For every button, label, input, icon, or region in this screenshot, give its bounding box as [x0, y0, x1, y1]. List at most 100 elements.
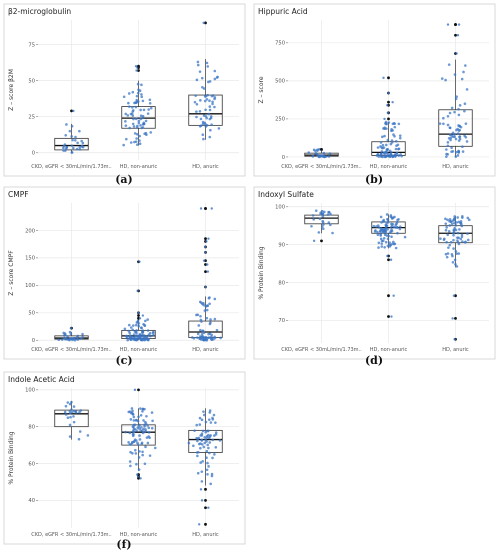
data-point — [384, 225, 388, 229]
data-point — [392, 242, 396, 246]
data-point — [195, 78, 199, 82]
data-point — [448, 243, 452, 247]
data-point — [130, 407, 134, 410]
data-point — [379, 153, 383, 156]
data-point — [380, 150, 384, 153]
data-point — [135, 429, 138, 432]
outlier-point — [70, 109, 73, 113]
data-point — [202, 137, 205, 141]
data-point — [403, 235, 407, 239]
data-point — [452, 229, 456, 232]
data-point — [392, 225, 396, 229]
data-point — [141, 410, 144, 413]
data-point — [205, 240, 208, 243]
y-tick-label: 0 — [282, 155, 285, 161]
data-point — [382, 228, 386, 232]
data-point — [444, 222, 448, 225]
data-point — [448, 126, 452, 130]
data-point — [136, 91, 140, 95]
data-point — [458, 135, 461, 139]
data-point — [138, 317, 142, 320]
data-point — [444, 78, 447, 82]
data-point — [387, 121, 391, 124]
data-point — [129, 464, 132, 468]
data-point — [203, 441, 207, 445]
data-point — [139, 407, 142, 410]
data-point — [202, 21, 205, 25]
outlier-point — [387, 100, 390, 104]
data-point — [398, 136, 402, 140]
data-point — [202, 87, 206, 90]
data-point — [213, 297, 217, 301]
data-point — [137, 415, 140, 419]
data-point — [135, 143, 139, 146]
data-point — [214, 421, 217, 424]
data-point — [385, 150, 388, 154]
chart-panel-4: Indoxyl Sulfate % Protein Binding 70 80 90 10… — [253, 186, 496, 360]
data-point — [384, 229, 388, 233]
data-point — [448, 111, 452, 115]
data-point — [72, 109, 75, 113]
outlier-point — [387, 315, 390, 318]
data-point — [195, 115, 198, 119]
data-point — [141, 337, 144, 340]
data-point — [453, 338, 456, 341]
data-point — [397, 147, 400, 151]
outlier-point — [204, 263, 207, 266]
panel-title: β2-microglobulin — [8, 7, 71, 16]
x-category-label: HD, anuric — [192, 532, 219, 538]
data-point — [383, 233, 387, 237]
data-point — [310, 224, 313, 228]
data-point — [396, 231, 399, 235]
data-point — [149, 131, 153, 134]
data-point — [316, 153, 319, 157]
data-point — [137, 468, 141, 471]
data-point — [448, 133, 452, 137]
data-point — [317, 148, 320, 151]
data-point — [385, 154, 388, 158]
data-point — [381, 143, 385, 147]
data-point — [152, 333, 155, 337]
data-point — [456, 132, 460, 135]
data-point — [206, 65, 210, 68]
data-point — [72, 420, 76, 424]
data-point — [386, 111, 390, 115]
data-point — [386, 152, 390, 156]
data-point — [132, 117, 135, 121]
box-iqr — [438, 109, 473, 147]
data-point — [135, 132, 139, 136]
data-point — [454, 150, 458, 154]
x-category-label: HD, non-anuric — [370, 164, 408, 170]
data-point — [146, 424, 149, 427]
data-point — [377, 246, 380, 249]
data-point — [455, 252, 459, 256]
data-point — [141, 314, 145, 317]
data-point — [144, 445, 147, 449]
data-point — [451, 150, 455, 153]
data-point — [394, 246, 398, 250]
data-point — [196, 313, 200, 317]
data-point — [391, 122, 395, 126]
panel-label: (f) — [116, 538, 131, 550]
data-point — [70, 410, 74, 414]
data-point — [197, 324, 201, 327]
data-point — [210, 474, 214, 478]
data-point — [209, 318, 212, 321]
data-point — [204, 108, 207, 112]
data-point — [139, 414, 143, 417]
x-category-label: HD, anuric — [442, 164, 469, 170]
data-point — [146, 441, 150, 445]
data-point — [146, 112, 150, 115]
data-point — [131, 440, 134, 444]
data-point — [208, 302, 211, 306]
data-point — [209, 116, 213, 120]
data-point — [69, 415, 72, 419]
data-point — [140, 334, 144, 338]
data-point — [461, 145, 464, 149]
data-point — [454, 137, 458, 141]
data-point — [142, 419, 145, 422]
data-point — [123, 327, 127, 331]
data-point — [456, 240, 460, 244]
data-point — [458, 104, 462, 107]
y-tick-label: 150 — [25, 256, 35, 262]
